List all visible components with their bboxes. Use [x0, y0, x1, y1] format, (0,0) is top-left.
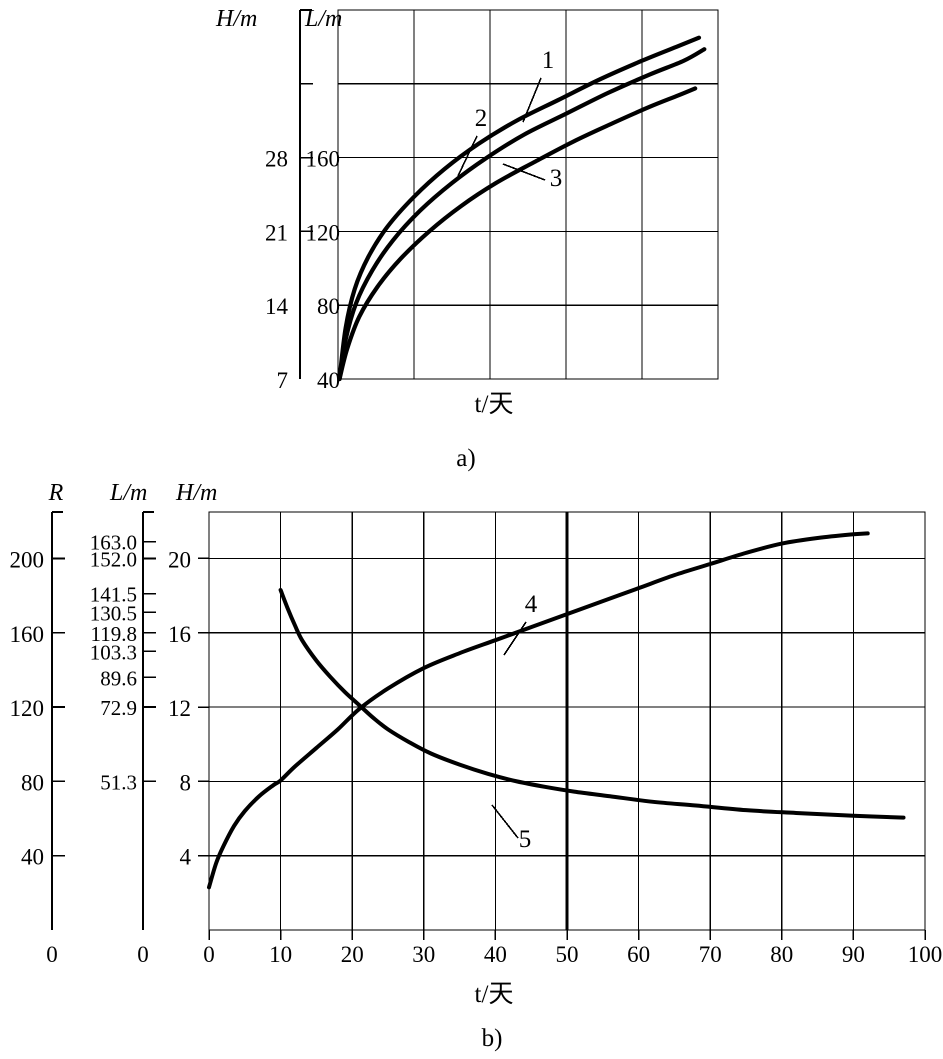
- panel-a-L-ticklabel: 160: [306, 147, 341, 172]
- panel-b-x-ticklabel: 80: [770, 942, 793, 967]
- panel-a-xaxis-label: t/天: [475, 391, 514, 418]
- panel-b-curve-5: [278, 588, 906, 820]
- panel-b-R-ticklabel: 80: [21, 770, 44, 795]
- panel-b-x-ticklabel: 60: [627, 942, 650, 967]
- panel-b-L-ticklabel: 163.0: [90, 531, 137, 555]
- panel-b-R-ticklabel: 40: [21, 845, 44, 870]
- panel-b-R-ticklabel: 120: [10, 696, 45, 721]
- panel-b-L-ticklabel: 89.6: [100, 666, 137, 690]
- panel-a-curve-2: [337, 47, 707, 382]
- panel-a-leader-2: [457, 135, 478, 177]
- panel-b-R-origin-label: 0: [46, 942, 58, 967]
- panel-b-H-ticklabel: 12: [168, 696, 191, 721]
- panel-b-leader-5: [491, 804, 519, 839]
- panel-b-L-ticklabel: 152.0: [90, 547, 137, 571]
- panel-b-curve-4: [207, 531, 870, 890]
- panel-a-H-axis-title: H/m: [215, 6, 257, 32]
- panel-a-L-ticklabel: 80: [317, 294, 340, 319]
- panel-b-R-axis-title: R: [48, 480, 64, 506]
- panel-b-x-ticklabel: 0: [203, 942, 215, 967]
- panel-a-leader-1: [522, 77, 542, 123]
- panel-b-H-ticklabel: 16: [168, 622, 191, 647]
- panel-b-R-ticklabel: 200: [10, 547, 45, 572]
- panel-b-x-ticklabel: 90: [842, 942, 865, 967]
- panel-b-curve-label-5: 5: [519, 826, 532, 853]
- panel-a-caption: a): [456, 445, 475, 472]
- panel-b-L-ticklabel: 119.8: [91, 622, 137, 646]
- panel-b-leader-4: [503, 621, 527, 656]
- panel-a-H-ticklabel: 7: [277, 368, 289, 393]
- panel-b-x-ticklabel: 10: [269, 942, 292, 967]
- panel-b-L-ticklabel: 72.9: [100, 696, 137, 720]
- panel-a-plot-frame: [337, 9, 719, 380]
- panel-b-x-ticklabel: 70: [699, 942, 722, 967]
- panel-a-L-ticklabel: 120: [306, 220, 341, 245]
- panel-b-L-axis-title: L/m: [109, 480, 147, 506]
- panel-b-x-ticklabel: 40: [484, 942, 507, 967]
- panel-a-H-ticklabel: 21: [265, 220, 288, 245]
- panel-b-L-origin-label: 0: [137, 942, 149, 967]
- panel-b-L-ticklabel: 103.3: [90, 640, 137, 664]
- panel-a-curve-label-2: 2: [475, 105, 488, 132]
- panel-b-L-ticklabel: 141.5: [90, 583, 137, 607]
- panel-a-L-ticklabel: 40: [317, 368, 340, 393]
- panel-b-x-ticklabel: 20: [341, 942, 364, 967]
- panel-a-L-axis-title: L/m: [304, 6, 342, 32]
- panel-b-xaxis-label: t/天: [475, 981, 514, 1008]
- panel-b-x-ticklabel: 30: [412, 942, 435, 967]
- panel-b-x-ticklabel: 100: [908, 942, 943, 967]
- panel-a-leader-3: [502, 163, 546, 181]
- panel-a-curve-label-3: 3: [550, 165, 563, 192]
- panel-b-H-ticklabel: 4: [180, 845, 192, 870]
- panel-a-H-ticklabel: 28: [265, 147, 288, 172]
- panel-b-H-ticklabel: 8: [180, 770, 192, 795]
- panel-b-H-ticklabel: 20: [168, 547, 191, 572]
- panel-b-curve-label-4: 4: [525, 591, 538, 618]
- panel-b-caption: b): [482, 1025, 503, 1052]
- panel-b-R-ticklabel: 160: [10, 622, 45, 647]
- panel-a-curve-3: [337, 86, 698, 382]
- panel-b-H-axis-title: H/m: [175, 480, 217, 506]
- panel-b-L-ticklabel: 130.5: [90, 601, 137, 625]
- panel-a-H-ticklabel: 14: [265, 294, 289, 319]
- panel-a-curve-label-1: 1: [542, 47, 555, 74]
- panel-b-x-ticklabel: 50: [556, 942, 579, 967]
- panel-a-curve-1: [337, 35, 702, 382]
- panel-b-L-ticklabel: 51.3: [100, 770, 137, 794]
